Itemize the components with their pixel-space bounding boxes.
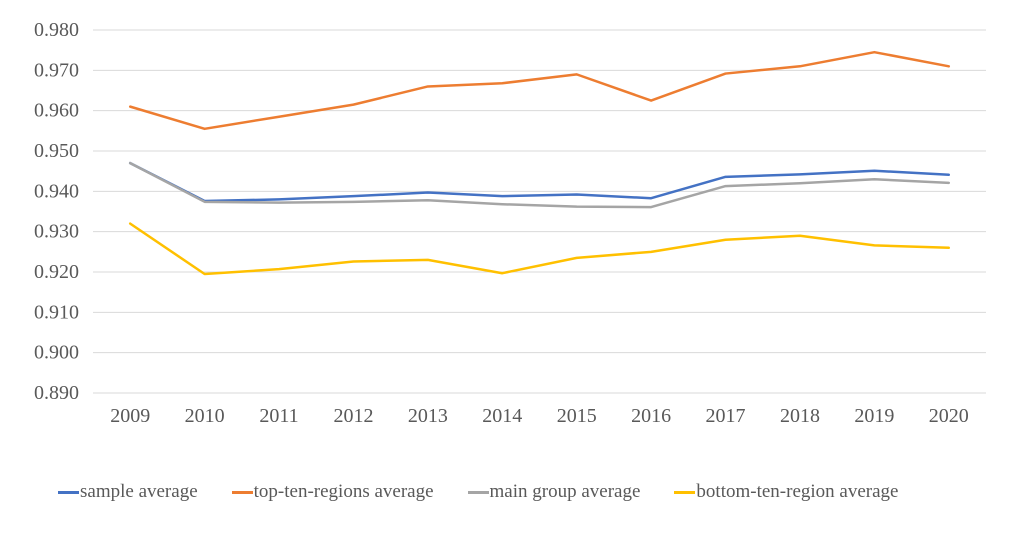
x-axis-tick-label: 2017 bbox=[706, 405, 746, 427]
x-axis-tick-label: 2013 bbox=[408, 405, 448, 427]
x-axis-tick-label: 2009 bbox=[110, 405, 150, 427]
chart-legend: sample average top-ten-regions average mai… bbox=[58, 481, 898, 503]
legend-item: main group average bbox=[467, 481, 641, 503]
legend-item: bottom-ten-region average bbox=[674, 481, 898, 503]
legend-label: sample average bbox=[80, 481, 198, 502]
x-axis-tick-label: 2018 bbox=[780, 405, 820, 427]
series-line-main-group-average bbox=[128, 161, 951, 209]
y-axis-tick-label: 0.890 bbox=[34, 382, 79, 404]
x-axis-tick-label: 2011 bbox=[259, 405, 298, 427]
y-axis-tick-label: 0.940 bbox=[34, 180, 79, 202]
y-axis-tick-label: 0.950 bbox=[34, 140, 79, 162]
y-axis-tick-label: 0.960 bbox=[34, 100, 79, 122]
x-axis-tick-label: 2020 bbox=[929, 405, 969, 427]
legend-line-swatch bbox=[58, 490, 79, 494]
y-axis-tick-label: 0.970 bbox=[34, 59, 79, 81]
series-line-bottom-ten-region-average bbox=[128, 222, 951, 276]
legend-item: sample average bbox=[58, 481, 198, 503]
x-axis-tick-label: 2016 bbox=[631, 405, 671, 427]
y-axis-tick-label: 0.930 bbox=[34, 221, 79, 243]
legend-label: top-ten-regions average bbox=[253, 481, 434, 502]
series-line-top-ten-regions-average bbox=[128, 50, 951, 131]
series-line-sample-average bbox=[128, 161, 951, 203]
legend-line-swatch bbox=[231, 490, 253, 494]
legend-label: main group average bbox=[489, 481, 641, 502]
x-axis-tick-label: 2015 bbox=[557, 405, 597, 427]
x-axis-tick-label: 2012 bbox=[333, 405, 373, 427]
x-axis-tick-label: 2019 bbox=[854, 405, 894, 427]
x-axis-tick-label: 2014 bbox=[482, 405, 522, 427]
y-axis-tick-label: 0.920 bbox=[34, 261, 79, 283]
y-axis-tick-label: 0.980 bbox=[34, 19, 79, 41]
legend-line-swatch bbox=[467, 490, 489, 494]
legend-line-swatch bbox=[674, 490, 696, 494]
legend-item: top-ten-regions average bbox=[231, 481, 434, 503]
legend-label: bottom-ten-region average bbox=[696, 481, 899, 502]
y-axis-tick-label: 0.900 bbox=[34, 342, 79, 364]
x-axis-tick-label: 2010 bbox=[185, 405, 225, 427]
y-axis-tick-label: 0.910 bbox=[34, 301, 79, 323]
